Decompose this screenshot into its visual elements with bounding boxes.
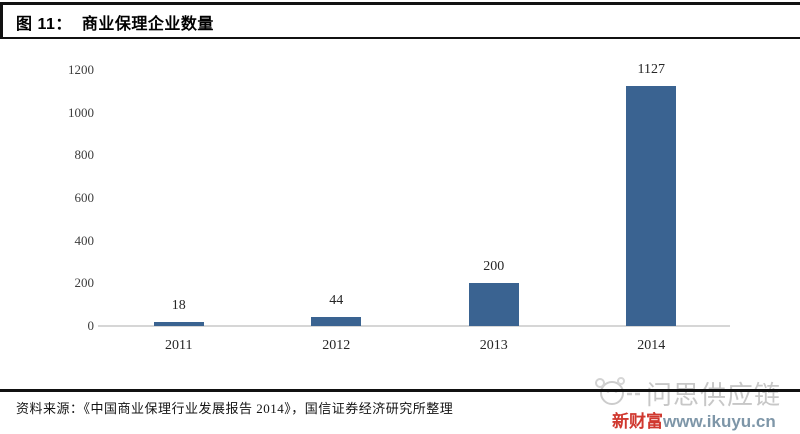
title-bottom-rule <box>0 37 800 39</box>
x-axis-line <box>98 325 730 327</box>
x-axis-category-label: 2011 <box>165 338 193 353</box>
watermark-url: www.ikuyu.cn <box>663 412 776 431</box>
y-axis-tick-label: 800 <box>74 147 95 163</box>
source-note: 资料来源：《中国商业保理行业发展报告 2014》，国信证券经济研究所整理 <box>16 401 454 416</box>
bar-chart: 0 200 400 600 800 1000 1200 18 2011 44 2012 200 2013… <box>0 40 800 390</box>
figure-number-label: 图 11： <box>16 16 72 33</box>
y-axis-tick-label: 0 <box>87 318 95 333</box>
bar-value-label: 18 <box>171 298 186 314</box>
bar-2012 <box>311 316 362 326</box>
bar-value-label: 44 <box>329 292 344 308</box>
x-axis-category-label: 2014 <box>637 338 666 353</box>
bar-2013 <box>468 283 519 326</box>
bar-2011 <box>153 322 204 326</box>
top-rule <box>0 2 800 5</box>
watermark-brand-red: 新财富 <box>612 412 663 431</box>
y-axis-tick-label: 400 <box>74 232 95 248</box>
y-axis-tick-label: 1000 <box>68 104 94 120</box>
figure-title: 图 11： 商业保理企业数量 <box>16 10 214 34</box>
y-axis-tick-label: 1200 <box>68 62 94 77</box>
figure-title-text: 商业保理企业数量 <box>81 16 214 33</box>
y-axis-tick-label: 200 <box>74 275 95 291</box>
source-top-rule <box>0 389 800 392</box>
y-axis-tick-label: 600 <box>74 190 95 205</box>
x-axis-category-label: 2013 <box>479 338 508 353</box>
x-axis-category-label: 2012 <box>322 338 351 353</box>
bar-value-label: 1127 <box>637 61 665 77</box>
title-left-border <box>0 2 3 39</box>
bar-2014 <box>626 85 677 326</box>
watermark-brand-gray: 问思供应链 <box>646 380 782 410</box>
watermark-line2: 新财富www.ikuyu.cn <box>612 407 776 432</box>
bar-value-label: 200 <box>483 259 505 275</box>
